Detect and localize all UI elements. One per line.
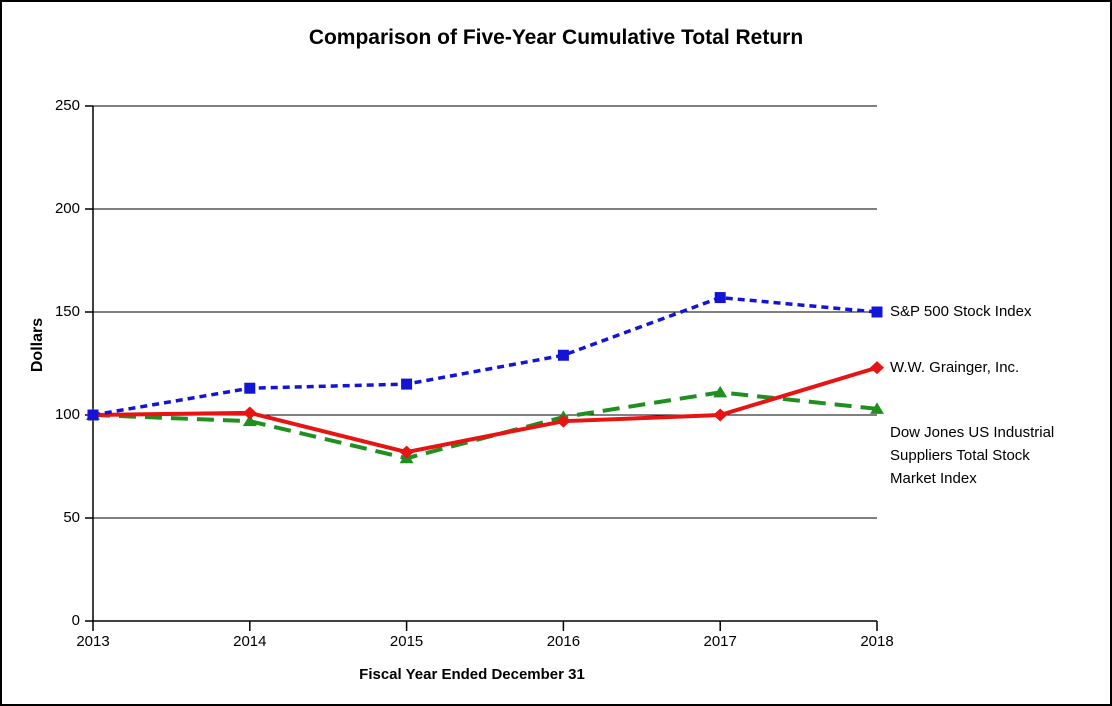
diamond-marker <box>242 406 257 420</box>
y-tick-label: 200 <box>54 200 80 217</box>
series-end-label: S&P 500 Stock Index <box>890 300 1031 323</box>
x-tick-label: 2017 <box>703 633 737 650</box>
x-tick-label: 2016 <box>546 633 581 650</box>
x-tick-label: 2014 <box>233 633 267 650</box>
series-end-label-line: Market Index <box>890 469 977 487</box>
diamond-marker <box>556 414 571 428</box>
series-end-label: W.W. Grainger, Inc. <box>890 356 1019 379</box>
series-line <box>92 365 878 455</box>
chart-title: Comparison of Five-Year Cumulative Total… <box>308 26 804 49</box>
x-tick-label: 2018 <box>860 633 894 650</box>
square-marker <box>244 382 256 394</box>
triangle-marker <box>713 385 728 398</box>
x-axis-title: Fiscal Year Ended December 31 <box>359 666 585 683</box>
x-tick-label: 2015 <box>389 633 424 650</box>
y-tick-label: 150 <box>54 303 80 320</box>
y-tick-label: 100 <box>54 406 80 423</box>
y-tick-label: 0 <box>71 612 80 629</box>
y-tick-label: 250 <box>54 97 80 114</box>
series-end-label-line: W.W. Grainger, Inc. <box>890 358 1020 376</box>
x-tick-label: 2013 <box>76 633 110 650</box>
triangle-marker <box>242 414 257 427</box>
y-tick-label: 50 <box>63 509 80 526</box>
diamond-marker <box>870 361 884 375</box>
square-marker <box>714 292 726 304</box>
series-end-label: Dow Jones US Industrial Suppliers Total S… <box>890 421 1054 490</box>
series-end-label-line: Suppliers Total Stock <box>890 446 1030 464</box>
square-marker <box>87 409 99 421</box>
triangle-marker <box>870 402 884 414</box>
series-end-label-line: S&P 500 Stock Index <box>890 303 1032 320</box>
series-end-label-line: Dow Jones US Industrial <box>890 423 1055 441</box>
diamond-marker <box>399 445 414 459</box>
diamond-marker <box>713 408 728 422</box>
square-marker <box>871 306 883 318</box>
series-line <box>92 295 878 417</box>
square-marker <box>557 349 569 361</box>
square-marker <box>401 378 413 390</box>
